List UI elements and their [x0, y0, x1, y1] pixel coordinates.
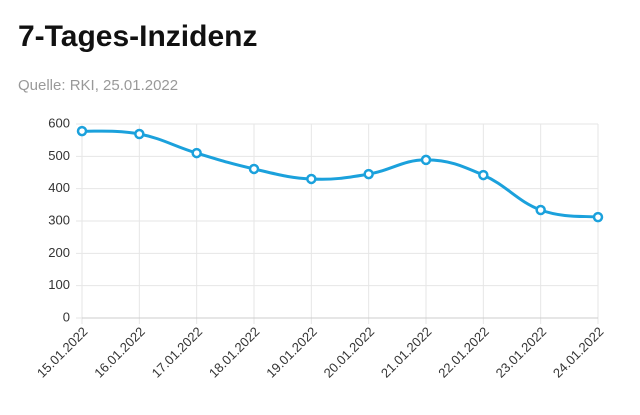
x-tick-label: 23.01.2022	[493, 324, 550, 381]
point	[363, 168, 374, 180]
y-tick-label: 100	[48, 277, 70, 292]
y-tick-label: 400	[48, 180, 70, 195]
x-tick-label: 19.01.2022	[263, 324, 320, 381]
point	[134, 128, 145, 140]
y-tick-label: 500	[48, 148, 70, 163]
point	[535, 204, 546, 216]
point	[306, 173, 317, 185]
x-tick-label: 20.01.2022	[321, 324, 378, 381]
x-tick-label: 24.01.2022	[550, 324, 607, 381]
point	[248, 163, 260, 175]
point	[420, 154, 432, 166]
y-tick-label: 600	[48, 115, 70, 130]
chart-subtitle: Quelle: RKI, 25.01.2022	[18, 77, 178, 94]
y-tick-label: 300	[48, 212, 70, 227]
x-tick-label: 16.01.2022	[91, 324, 148, 381]
line	[81, 129, 599, 219]
x-tick-label: 18.01.2022	[206, 324, 263, 381]
point	[592, 211, 604, 223]
point	[76, 125, 88, 137]
x-tick-label: 21.01.2022	[378, 324, 435, 381]
y-tick-label: 200	[48, 245, 70, 260]
x-tick-label: 17.01.2022	[149, 324, 206, 381]
x-tick-label: 22.01.2022	[435, 324, 492, 381]
y-tick-label: 0	[63, 309, 70, 324]
point	[478, 169, 489, 181]
x-tick-label: 15.01.2022	[34, 324, 91, 381]
chart-title: 7-Tages-Inzidenz	[18, 20, 257, 53]
point	[191, 147, 202, 159]
